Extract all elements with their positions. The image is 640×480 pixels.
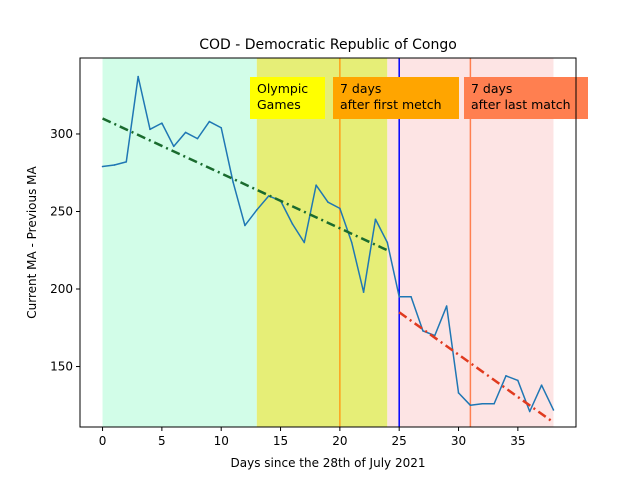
data-point	[398, 295, 400, 298]
data-point	[386, 241, 389, 244]
trendline-0	[102, 117, 388, 252]
data-point	[362, 291, 365, 293]
trendline-1	[398, 311, 555, 424]
x-tick-label: 20	[332, 434, 347, 448]
data-point	[291, 223, 294, 225]
plot-frame	[79, 57, 577, 428]
data-point	[172, 145, 175, 148]
data-point	[101, 165, 104, 168]
data-point	[374, 218, 377, 221]
x-tick-label: 0	[99, 434, 107, 448]
data-point	[125, 161, 128, 163]
data-point	[493, 402, 495, 405]
data-point	[137, 75, 139, 78]
data-point	[244, 224, 246, 227]
data-point	[505, 375, 507, 377]
data-point	[196, 137, 199, 140]
x-tick-label: 5	[158, 434, 166, 448]
data-point	[517, 379, 519, 382]
x-tick-label: 10	[214, 434, 229, 448]
annotation-text: after last match	[471, 97, 571, 112]
data-point	[161, 122, 163, 124]
data-point	[445, 305, 448, 307]
annotation-text: 7 days	[340, 81, 381, 96]
data-point	[149, 128, 151, 131]
data-point	[327, 201, 329, 203]
annotation-text: Games	[257, 97, 301, 112]
data-point	[184, 131, 187, 134]
data-point	[315, 184, 317, 186]
x-tick-label: 15	[273, 434, 288, 448]
data-point	[457, 392, 460, 394]
shaded-region-1	[256, 58, 388, 427]
data-point	[528, 410, 531, 413]
x-tick-label: 30	[451, 434, 466, 448]
data-point	[339, 207, 341, 210]
vertical-lines	[339, 58, 472, 427]
data-point	[232, 181, 234, 183]
data-point	[552, 409, 555, 411]
data-point	[350, 241, 353, 244]
y-tick-label: 300	[50, 127, 73, 141]
annotation-text: Olympic	[257, 81, 308, 96]
data-point	[481, 402, 484, 405]
annotation-text: 7 days	[471, 81, 512, 96]
trendlines	[102, 117, 555, 424]
y-axis-label: Current MA - Previous MA	[25, 165, 39, 318]
data-point	[410, 295, 412, 298]
data-point	[220, 126, 223, 129]
data-point	[422, 330, 424, 332]
x-tick-label: 35	[510, 434, 525, 448]
annotation-box	[333, 77, 459, 119]
data-point	[303, 241, 306, 244]
annotation-text: after first metch	[340, 97, 442, 112]
data-point	[113, 164, 116, 166]
annotation-box	[250, 77, 325, 119]
data-point	[267, 195, 270, 197]
y-tick-label: 150	[50, 360, 73, 374]
annotation-box	[464, 77, 588, 119]
x-axis: 0 5 10 15 20 25 30 35	[99, 427, 525, 448]
y-axis: 150 200 250 300	[50, 127, 80, 374]
data-point	[469, 404, 472, 407]
y-tick-label: 250	[50, 204, 73, 218]
chart-title: COD - Democratic Republic of Congo	[199, 37, 457, 53]
x-axis-label: Days since the 28th of July 2021	[231, 456, 426, 470]
shaded-region-0	[102, 58, 257, 427]
y-tick-label: 200	[50, 282, 73, 296]
data-point	[256, 209, 258, 211]
data-point	[208, 120, 211, 123]
data-point	[540, 384, 543, 386]
x-tick-label: 25	[392, 434, 407, 448]
shaded-regions	[102, 58, 554, 427]
